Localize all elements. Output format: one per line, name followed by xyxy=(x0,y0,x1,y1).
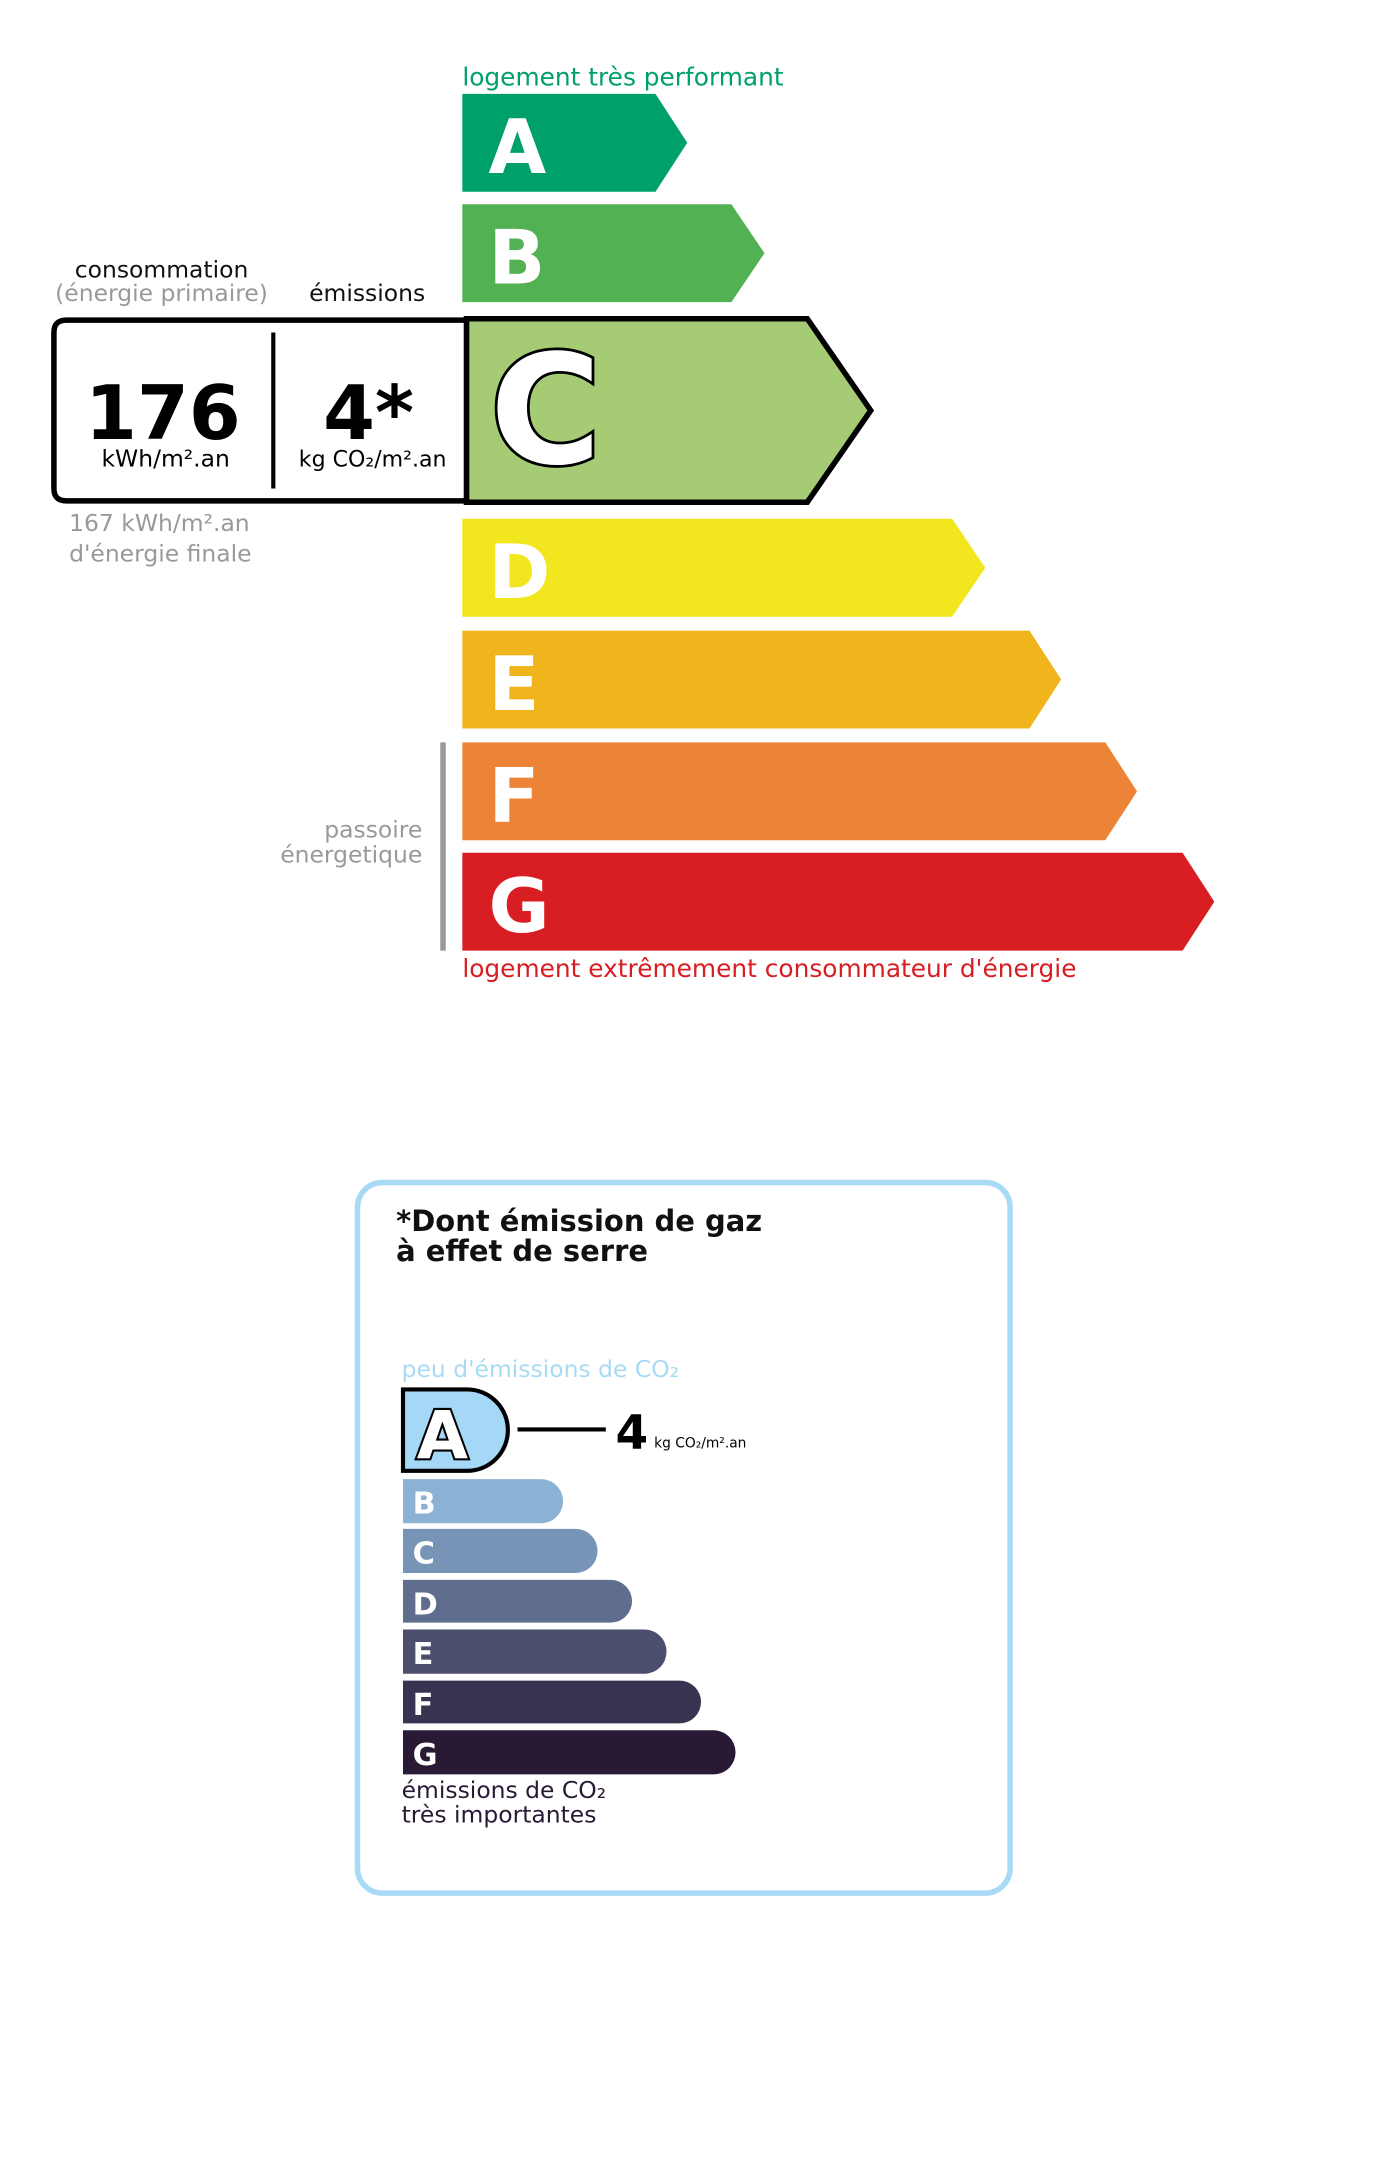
energy-class-c: C xyxy=(463,315,875,506)
ges-bottom-line1: émissions de CO₂ xyxy=(402,1776,607,1804)
bottom-label: logement extrêmement consommateur d'éner… xyxy=(462,954,1076,983)
ges-class-d: D xyxy=(403,1579,633,1623)
energy-arrow xyxy=(462,204,765,303)
ges-bottom-line2: très importantes xyxy=(402,1801,597,1829)
passoire-line2: énergetique xyxy=(280,840,422,868)
ges-bar xyxy=(403,1629,667,1674)
top-label: logement très performant xyxy=(462,63,784,92)
consumption-subheader: (énergie primaire) xyxy=(55,279,268,307)
ges-bar xyxy=(400,1387,510,1473)
energy-class-f: F xyxy=(462,742,1138,841)
ges-unit: kg CO₂/m².an xyxy=(654,1435,746,1451)
energy-class-e: E xyxy=(462,630,1062,729)
value-box xyxy=(51,317,470,504)
ges-bar xyxy=(403,1730,736,1775)
ges-class-g: G xyxy=(403,1730,736,1775)
energy-class-d: D xyxy=(462,518,986,617)
ges-bar xyxy=(403,1579,633,1623)
energy-class-a: A xyxy=(462,93,688,192)
ges-bar xyxy=(403,1528,598,1573)
energy-class-letter: B xyxy=(489,215,546,302)
ges-class-letter: C xyxy=(413,1536,435,1571)
energy-arrow xyxy=(462,93,688,192)
energy-class-letter: A xyxy=(489,104,547,191)
ges-bar xyxy=(403,1479,564,1524)
ges-top-label: peu d'émissions de CO₂ xyxy=(402,1355,679,1383)
ges-class-f: F xyxy=(403,1680,702,1724)
consumption-header: consommation xyxy=(75,255,249,283)
ges-bar xyxy=(403,1680,702,1724)
ges-class-letter: B xyxy=(413,1487,436,1522)
ges-class-e: E xyxy=(403,1629,667,1674)
consumption-value: 176 xyxy=(85,370,241,457)
energy-arrow xyxy=(462,630,1062,729)
final-energy-line2: d'énergie finale xyxy=(69,540,251,568)
emissions-header: émissions xyxy=(309,279,425,307)
energy-class-letter: E xyxy=(489,641,540,728)
energy-class-b: B xyxy=(462,204,765,303)
ges-class-letter: A xyxy=(417,1397,468,1474)
ges-title-line2: à effet de serre xyxy=(396,1234,648,1268)
ges-class-letter: G xyxy=(413,1738,438,1773)
energy-arrow xyxy=(462,852,1215,951)
energy-class-letter: C xyxy=(490,322,601,499)
emissions-value: 4* xyxy=(323,370,414,457)
consumption-unit: kWh/m².an xyxy=(101,444,229,472)
ges-class-c: C xyxy=(403,1528,598,1573)
energy-class-letter: G xyxy=(489,863,550,950)
ges-value: 4 xyxy=(615,1406,648,1461)
emissions-unit: kg CO₂/m².an xyxy=(299,447,447,472)
passoire-line1: passoire xyxy=(324,816,422,844)
energy-class-letter: F xyxy=(489,753,540,840)
energy-class-g: G xyxy=(462,852,1215,951)
ges-class-letter: E xyxy=(413,1637,434,1672)
energy-arrow xyxy=(462,742,1138,841)
ges-class-b: B xyxy=(403,1479,564,1524)
ges-class-letter: F xyxy=(413,1688,434,1723)
ges-title-line1: *Dont émission de gaz xyxy=(396,1204,762,1238)
energy-arrow xyxy=(462,518,986,617)
ges-class-a: A xyxy=(400,1387,510,1477)
ges-class-letter: D xyxy=(413,1587,438,1622)
final-energy-line1: 167 kWh/m².an xyxy=(69,509,250,537)
energy-class-letter: D xyxy=(489,529,551,616)
